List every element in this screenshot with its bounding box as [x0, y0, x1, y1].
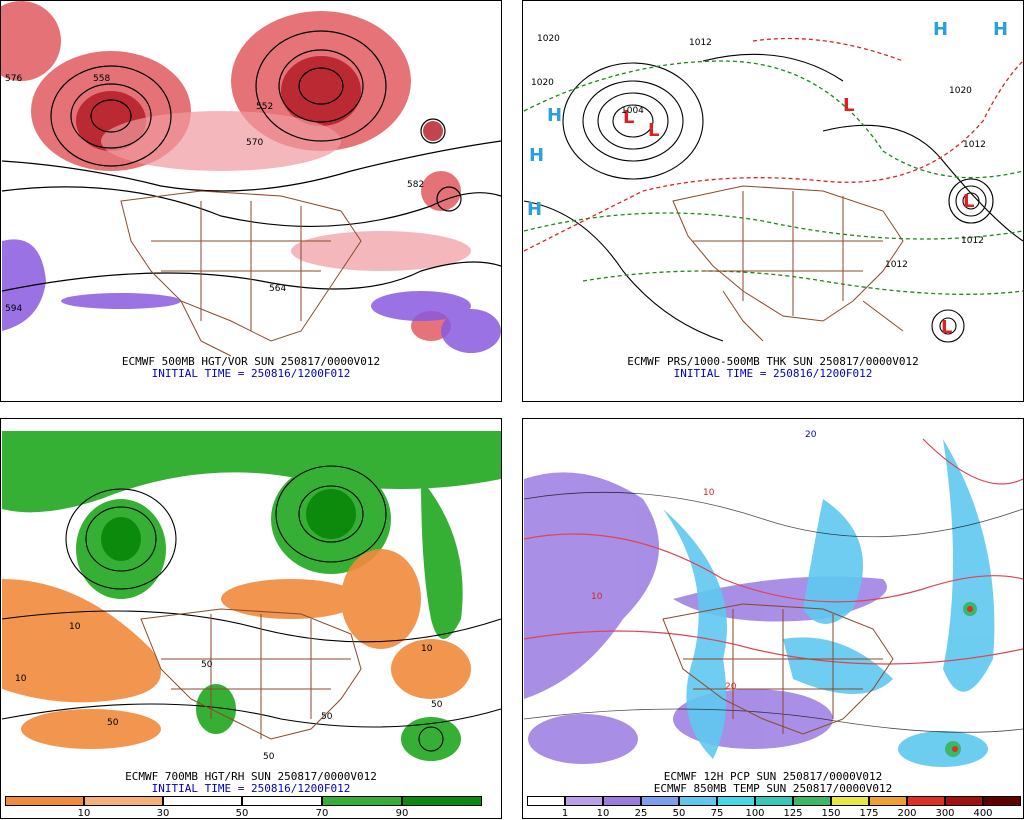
rh-label: 10: [15, 674, 27, 684]
map-500mb: 570 558 582 594 564 552 576: [1, 1, 502, 357]
high-marker: H: [547, 105, 562, 126]
rh-tick: 90: [395, 808, 409, 819]
pcp-tick: 200: [897, 808, 917, 819]
rh-colorbar-seg: [5, 796, 84, 806]
map-pcp: 10 20 10 20: [523, 430, 1024, 774]
isobar-label: 1020: [531, 78, 554, 88]
high-marker: H: [933, 19, 948, 40]
isobar-label: 1012: [961, 236, 984, 246]
pcp-colorbar-seg: [717, 796, 755, 806]
caption-title-2: ECMWF 850MB TEMP SUN 250817/0000V012: [653, 782, 893, 795]
rh-label: 10: [69, 622, 81, 632]
pcp-tick: 150: [821, 808, 841, 819]
pcp-colorbar-seg: [793, 796, 831, 806]
rh-colorbar-seg: [163, 796, 242, 806]
contour-label: 552: [256, 102, 273, 112]
pcp-colorbar-seg: [907, 796, 945, 806]
rh-tick: 30: [156, 808, 170, 819]
panel-prs-thickness: H H H H H L L L L L 1020 1020 1012 1012 …: [522, 0, 1024, 402]
rh-colorbar-seg: [84, 796, 163, 806]
isobar-label: 1012: [885, 260, 908, 270]
pcp-tick: 25: [634, 808, 648, 819]
isobar-label: 1020: [949, 86, 972, 96]
map-700mb: 50 50 10 10 50 10 50 50: [1, 431, 502, 774]
panel-pcp-850-temp: 10 20 10 20 ECMWF 12H PCP SUN 250817/000…: [522, 418, 1024, 819]
pcp-colorbar-seg: [565, 796, 603, 806]
caption-title: ECMWF 12H PCP SUN 250817/0000V012: [663, 770, 883, 783]
rh-label: 10: [421, 644, 433, 654]
panel-caption: ECMWF 700MB HGT/RH SUN 250817/0000V012 I…: [1, 771, 501, 795]
contour-label: 576: [5, 74, 22, 84]
contour-label: 594: [5, 304, 22, 314]
caption-title: ECMWF 700MB HGT/RH SUN 250817/0000V012: [125, 770, 377, 783]
low-marker: L: [963, 191, 974, 212]
low-marker: L: [648, 120, 659, 141]
pcp-tick: 300: [935, 808, 955, 819]
caption-initial-time: INITIAL TIME = 250816/1200F012: [151, 367, 351, 380]
pcp-tick: 50: [672, 808, 686, 819]
rh-colorbar: 10 30 50 70 90: [5, 796, 482, 820]
panel-500mb-hgt-vor: 570 558 582 594 564 552 576 ECMWF 500MB …: [0, 0, 502, 402]
temp-label: 10: [591, 592, 603, 602]
caption-initial-time: INITIAL TIME = 250816/1200F012: [673, 367, 873, 380]
panel-caption: ECMWF 500MB HGT/VOR SUN 250817/0000V012 …: [1, 356, 501, 380]
pcp-tick: 100: [745, 808, 765, 819]
panel-caption: ECMWF PRS/1000-500MB THK SUN 250817/0000…: [523, 356, 1023, 380]
high-marker: H: [529, 145, 544, 166]
rh-colorbar-seg: [322, 796, 402, 806]
low-marker: L: [623, 107, 634, 128]
pcp-tick: 175: [859, 808, 879, 819]
temp-label: 10: [703, 488, 715, 498]
pcp-colorbar-seg: [983, 796, 1021, 806]
pcp-colorbar-seg: [869, 796, 907, 806]
temp-label: 20: [725, 682, 737, 692]
rh-tick: 70: [315, 808, 329, 819]
isobar-label: 1012: [963, 140, 986, 150]
pcp-colorbar-seg: [755, 796, 793, 806]
pcp-colorbar-seg: [603, 796, 641, 806]
pcp-tick: 10: [596, 808, 610, 819]
isobar-label: 1012: [689, 38, 712, 48]
isobar-label: 1020: [537, 34, 560, 44]
rh-label: 50: [201, 660, 213, 670]
caption-initial-time: INITIAL TIME = 250816/1200F012: [151, 782, 351, 795]
rh-label: 50: [263, 752, 275, 762]
pcp-colorbar: 1 10 25 50 75 100 125 150 175 200 300 40…: [527, 796, 1021, 820]
high-marker: H: [527, 199, 542, 220]
pcp-colorbar-seg: [831, 796, 869, 806]
pcp-colorbar-seg: [641, 796, 679, 806]
contour-label: 582: [407, 180, 424, 190]
contour-label: 564: [269, 284, 286, 294]
pcp-colorbar-seg: [679, 796, 717, 806]
low-marker: L: [941, 317, 952, 338]
rh-tick: 50: [235, 808, 249, 819]
contour-label: 558: [93, 74, 110, 84]
low-marker: L: [843, 95, 854, 116]
pcp-tick: 400: [973, 808, 993, 819]
rh-label: 50: [107, 718, 119, 728]
rh-label: 50: [321, 712, 333, 722]
contour-label: 570: [246, 138, 263, 148]
pcp-tick: 75: [710, 808, 724, 819]
pcp-colorbar-seg: [527, 796, 565, 806]
rh-colorbar-seg: [402, 796, 482, 806]
rh-label: 50: [431, 700, 443, 710]
rh-colorbar-seg: [242, 796, 322, 806]
caption-title: ECMWF PRS/1000-500MB THK SUN 250817/0000…: [627, 355, 919, 368]
map-prs-thk: H H H H H L L L L L 1020 1020 1012 1012 …: [523, 14, 1024, 356]
panel-700mb-hgt-rh: 50 50 10 10 50 10 50 50 ECMWF 700MB HGT/…: [0, 418, 502, 819]
pcp-tick: 125: [783, 808, 803, 819]
pcp-tick: 1: [561, 808, 569, 819]
caption-title: ECMWF 500MB HGT/VOR SUN 250817/0000V012: [121, 355, 381, 368]
panel-caption: ECMWF 12H PCP SUN 250817/0000V012 ECMWF …: [523, 771, 1023, 795]
isobar-label: 1004: [621, 106, 644, 116]
high-marker: H: [993, 19, 1008, 40]
temp-label: 20: [805, 430, 817, 440]
rh-tick: 10: [77, 808, 91, 819]
pcp-colorbar-seg: [945, 796, 983, 806]
